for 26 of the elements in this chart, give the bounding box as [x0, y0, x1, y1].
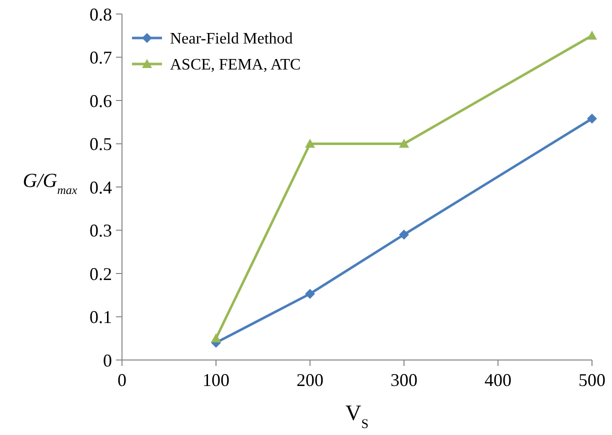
y-tick-label: 0: [103, 350, 112, 370]
legend-label: Near-Field Method: [170, 30, 293, 48]
y-tick-label: 0.5: [90, 134, 112, 154]
point: [399, 138, 409, 148]
y-tick-label: 0.3: [90, 220, 112, 241]
y-tick-label: 0.6: [90, 90, 112, 111]
x-tick-label: 300: [390, 370, 418, 390]
x-tick-label: 400: [484, 370, 512, 390]
y-tick-label: 0.7: [90, 48, 112, 68]
x-tick-label: 100: [202, 370, 230, 390]
point: [305, 288, 315, 299]
point: [587, 114, 597, 124]
point: [211, 333, 221, 342]
point: [305, 138, 315, 148]
y-tick-label: 0.2: [90, 264, 112, 284]
x-tick-label: 0: [118, 370, 126, 390]
point: [399, 230, 409, 240]
y-tick-label: 0.1: [90, 307, 112, 328]
legend-label: ASCE, FEMA, ATC: [170, 56, 301, 74]
y-axis-title: G/G$_{max}$: [22, 170, 78, 197]
x-axis-title: V$_{S}$: [345, 400, 369, 430]
x-tick-label: 200: [296, 370, 324, 390]
point: [587, 30, 597, 40]
y-tick-label: 0.4: [90, 177, 112, 198]
x-tick-label: 500: [578, 370, 606, 390]
y-tick-label: 0.8: [90, 4, 112, 24]
